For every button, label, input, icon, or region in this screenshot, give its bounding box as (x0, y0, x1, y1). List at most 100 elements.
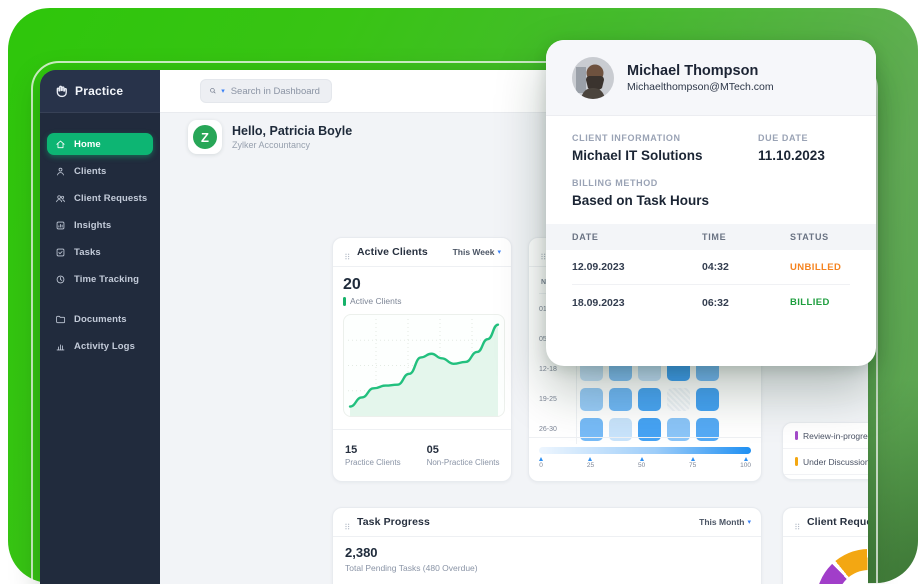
scale-tick-marker (743, 457, 748, 461)
insights-icon (55, 220, 66, 231)
list-item-label: Review-in-progress (803, 430, 868, 441)
scale-tick: 50 (638, 457, 645, 469)
scale-tick-label: 25 (586, 462, 595, 469)
sidebar-item-label: Time Tracking (74, 273, 140, 285)
brand-label: Practice (75, 84, 124, 98)
sidebar-item-home[interactable]: Home (47, 133, 153, 155)
active-clients-value: 20 (343, 276, 361, 293)
task-progress-label: Total Pending Tasks (480 Overdue) (345, 563, 478, 573)
green-tick (343, 296, 346, 306)
billing-table-rows: 12.09.2023 04:32 UNBILLED 18.09.2023 06:32 BI… (572, 250, 850, 320)
client-information-label: CLIENT INFORMATION (572, 133, 681, 143)
active-clients-line-chart (343, 314, 505, 417)
sidebar-item-tasks[interactable]: Tasks (47, 241, 153, 263)
client-avatar (572, 56, 614, 99)
sidebar-item-insights[interactable]: Insights (47, 214, 153, 236)
client-stat: 15 Practice Clients (345, 444, 401, 467)
card-title: Active Clients (357, 246, 428, 258)
heatmap-scale-bar (539, 447, 751, 454)
active-clients-card: Active Clients This Week ▾ 20 Active Clie… (332, 237, 512, 482)
sidebar-item-label: Activity Logs (74, 340, 135, 352)
client-requests-card-header: Client Requests This Week▾ (783, 508, 868, 537)
clock-icon (55, 274, 66, 285)
stat-value: 15 (345, 444, 358, 456)
scale-tick-label: 0 (539, 462, 543, 469)
heatmap-cell (696, 387, 719, 411)
client-email: Michaelthompson@MTech.com (627, 80, 774, 93)
heatmap-cell (667, 387, 690, 411)
billing-table-header: DATE TIME STATUS (546, 224, 876, 250)
active-clients-value-label: Active Clients (350, 296, 402, 306)
sidebar-item-activity-logs[interactable]: Activity Logs (47, 335, 153, 357)
drag-handle-icon[interactable] (793, 518, 802, 529)
sidebar-item-label: Clients (74, 165, 107, 177)
scale-tick-label: 50 (637, 462, 646, 469)
drag-handle-icon[interactable] (539, 248, 548, 259)
client-information-value: Michael IT Solutions (572, 148, 703, 163)
due-date-value: 11.10.2023 (758, 148, 825, 163)
sidebar-item-client-requests[interactable]: Client Requests (47, 187, 153, 209)
sidebar-item-documents[interactable]: Documents (47, 308, 153, 330)
heatmap-row-label: 19-25 (539, 384, 577, 414)
heatmap-cell (667, 417, 690, 441)
status-color-tick (795, 457, 798, 466)
due-date-label: DUE DATE (758, 133, 809, 143)
sidebar-item-label: Documents (74, 313, 127, 325)
chevron-down-icon: ▾ (747, 519, 751, 526)
heatmap-cell (609, 387, 632, 411)
active-clients-body: 20 Active Clients (333, 267, 511, 417)
billing-time: 04:32 (702, 261, 729, 273)
scale-tick: 0 (539, 457, 543, 469)
heatmap-row-label: 26-30 (539, 414, 577, 444)
range-dropdown[interactable]: This Week ▾ (452, 247, 501, 257)
billing-col-header: DATE (572, 232, 599, 242)
stat-label: Non-Practice Clients (426, 458, 500, 467)
scale-tick-label: 75 (689, 462, 697, 469)
billing-status-badge: UNBILLED (790, 261, 842, 273)
scale-tick-label: 100 (740, 462, 751, 469)
task-progress-value: 2,380 (345, 545, 378, 560)
sidebar-item-time-tracking[interactable]: Time Tracking (47, 268, 153, 290)
billing-status-badge: BILLIED (790, 297, 830, 308)
heatmap-cell-wrap (635, 384, 664, 414)
task-progress-card-header: Task Progress This Month ▾ (333, 508, 761, 537)
billing-date: 18.09.2023 (572, 296, 625, 309)
requests-status-list-card: Review-in-progress12Under Discussion07 (782, 422, 868, 480)
heatmap-row-label: 12-18 (539, 354, 577, 384)
sidebar-nav: Home Clients Client Requests Insights Tasks T… (40, 113, 160, 357)
heatmap-cell (638, 387, 661, 411)
heatmap-cell-wrap (664, 414, 693, 444)
search-box[interactable]: ▾ (200, 79, 332, 103)
heatmap-legend: 0 25 50 75 100 (529, 437, 761, 481)
heatmap-cell-wrap (577, 414, 606, 444)
billing-col-header: STATUS (790, 232, 829, 242)
people-icon (55, 193, 66, 204)
stat-label: Practice Clients (345, 458, 401, 467)
search-scope-chevron-icon[interactable]: ▾ (221, 87, 225, 95)
heatmap-cell-wrap (693, 384, 722, 414)
range-dropdown[interactable]: This Month ▾ (699, 517, 751, 527)
client-requests-donut-chart: ALL TASKS (815, 549, 868, 584)
heatmap-cell-wrap (606, 414, 635, 444)
billing-table: DATE TIME STATUS 12.09.2023 04:32 UNBILLED 18… (546, 224, 876, 320)
list-item: Under Discussion07 (783, 449, 868, 475)
billing-method-label: BILLING METHOD (572, 178, 658, 188)
drag-handle-icon[interactable] (343, 248, 352, 259)
list-item-left: Review-in-progress (795, 431, 868, 441)
folder-icon (55, 314, 66, 325)
profile-body: CLIENT INFORMATION Michael IT Solutions … (546, 116, 876, 320)
list-item-left: Under Discussion (795, 457, 868, 467)
billing-time: 06:32 (702, 296, 729, 309)
activity-icon (55, 341, 66, 352)
search-input[interactable] (228, 84, 323, 98)
greeting-title: Hello, Patricia Boyle (232, 124, 353, 139)
status-color-tick (795, 431, 798, 440)
search-icon (210, 88, 216, 94)
drag-handle-icon[interactable] (343, 518, 352, 529)
scale-tick: 25 (587, 457, 594, 469)
list-item-label: Under Discussion (803, 456, 868, 467)
sidebar-item-clients[interactable]: Clients (47, 160, 153, 182)
heatmap-cell (696, 417, 719, 441)
heatmap-cell-wrap (577, 384, 606, 414)
